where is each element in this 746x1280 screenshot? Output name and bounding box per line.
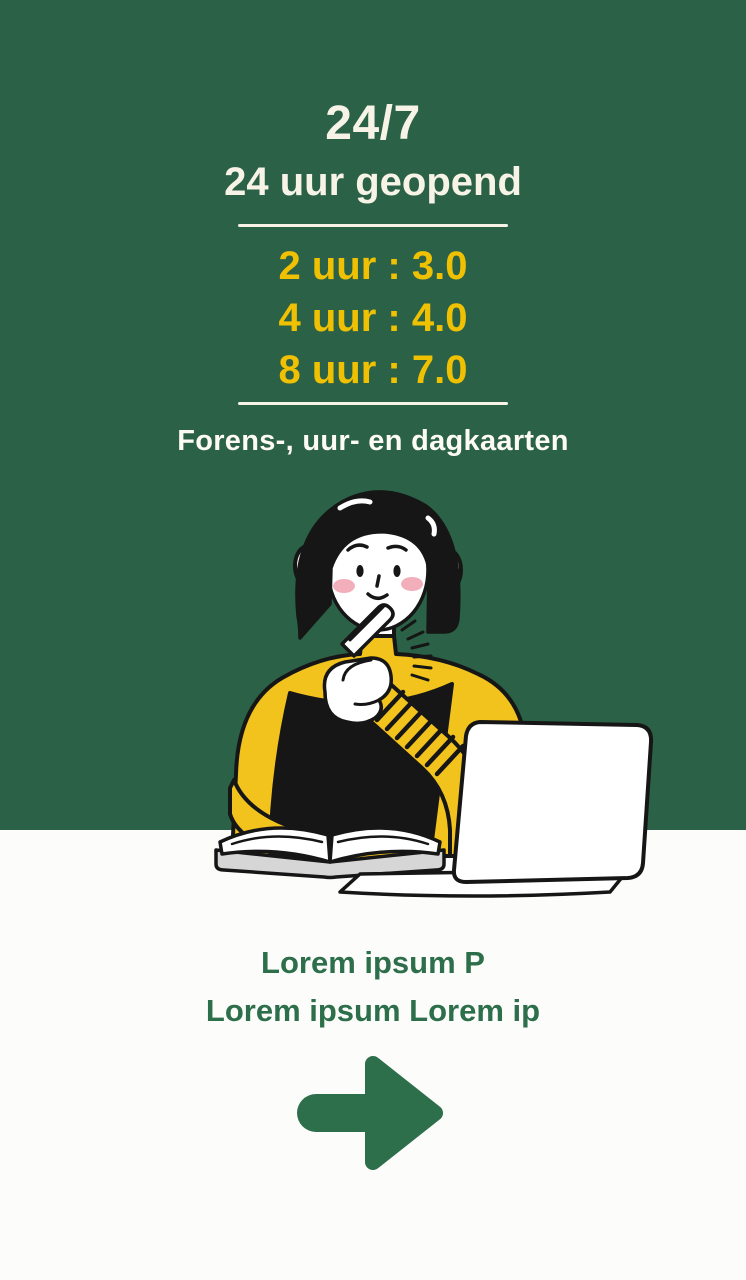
study-illustration bbox=[214, 490, 654, 898]
laptop-graphic bbox=[338, 720, 654, 898]
tagline: Forens-, uur- en dagkaarten bbox=[177, 425, 569, 457]
price-line-4uur: 4 uur : 4.0 bbox=[278, 296, 468, 340]
footer-line-2: Lorem ipsum Lorem ip bbox=[205, 993, 541, 1028]
book-graphic bbox=[214, 826, 446, 880]
poster-title: 24/7 bbox=[325, 97, 421, 150]
arrow-right-icon bbox=[297, 1054, 445, 1172]
divider-bottom bbox=[238, 402, 508, 405]
poster-subtitle: 24 uur geopend bbox=[224, 160, 522, 204]
price-line-2uur: 2 uur : 3.0 bbox=[278, 244, 468, 288]
price-line-8uur: 8 uur : 7.0 bbox=[278, 348, 468, 392]
price-list: 2 uur : 3.0 4 uur : 4.0 8 uur : 7.0 bbox=[0, 240, 746, 396]
divider-top bbox=[238, 224, 508, 227]
footer-line-1: Lorem ipsum P bbox=[261, 945, 485, 980]
